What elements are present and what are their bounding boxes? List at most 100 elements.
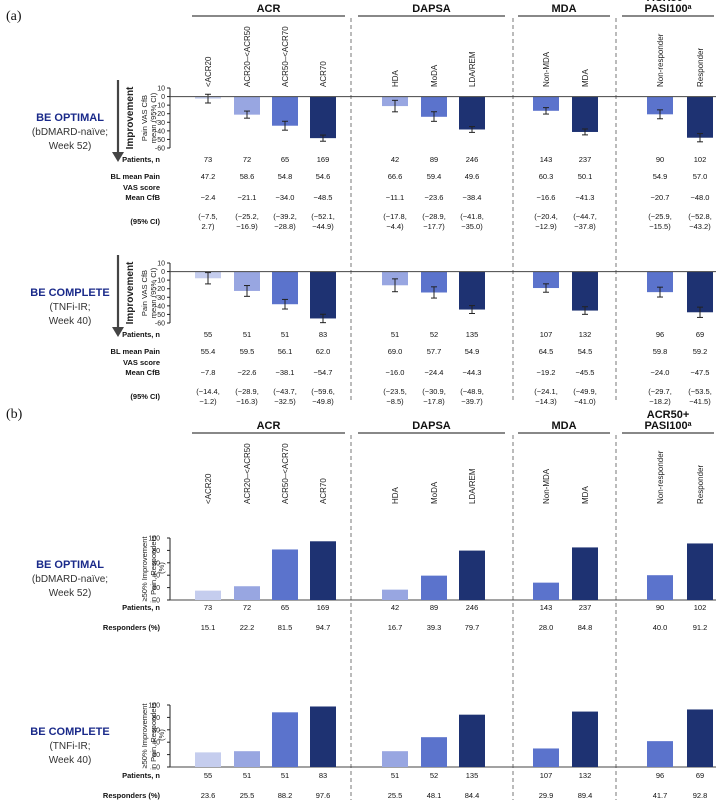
row-label: Patients, n bbox=[122, 603, 160, 612]
table-cell: 91.2 bbox=[693, 623, 708, 632]
category-label-b: MoDA bbox=[430, 481, 439, 504]
study-name: BE COMPLETE bbox=[30, 726, 109, 738]
table-cell: −48.0 bbox=[691, 193, 710, 202]
category-label-a: MDA bbox=[581, 69, 590, 87]
improvement-arrowhead bbox=[112, 152, 124, 162]
table-cell: 89.4 bbox=[578, 791, 593, 800]
bar bbox=[272, 549, 298, 600]
y-tick-label: -30 bbox=[155, 120, 165, 127]
bar bbox=[687, 271, 713, 313]
table-cell: 143 bbox=[540, 155, 553, 164]
y-axis-title: mean (95% CI) bbox=[149, 92, 158, 143]
table-cell: −32.5) bbox=[274, 397, 296, 406]
table-cell: (−39.2, bbox=[273, 212, 297, 221]
row-label: Mean CfB bbox=[125, 368, 160, 377]
table-cell: 52 bbox=[430, 771, 438, 780]
table-cell: −17.7) bbox=[423, 222, 445, 231]
bar bbox=[533, 271, 559, 289]
table-cell: −19.2 bbox=[537, 368, 556, 377]
y-axis-title: in Pain, Responders bbox=[149, 535, 158, 603]
table-cell: 69.0 bbox=[388, 347, 403, 356]
y-axis-title: (%) bbox=[157, 729, 166, 741]
table-cell: 237 bbox=[579, 155, 592, 164]
table-cell: 47.2 bbox=[201, 172, 216, 181]
table-cell: 51 bbox=[391, 771, 399, 780]
footnote-sup: a bbox=[688, 4, 692, 11]
table-cell: 49.6 bbox=[465, 172, 480, 181]
table-cell: −15.5) bbox=[649, 222, 671, 231]
bar bbox=[647, 575, 673, 600]
table-cell: −16.6 bbox=[537, 193, 556, 202]
table-cell: 64.5 bbox=[539, 347, 554, 356]
table-cell: 92.8 bbox=[693, 791, 708, 800]
bar bbox=[687, 543, 713, 600]
table-cell: −21.1 bbox=[238, 193, 257, 202]
category-label-a: Non-MDA bbox=[542, 51, 551, 87]
table-cell: 59.4 bbox=[427, 172, 442, 181]
table-cell: (−52.1, bbox=[311, 212, 335, 221]
y-tick-label: 80 bbox=[152, 715, 160, 722]
table-cell: 69 bbox=[696, 771, 704, 780]
table-cell: 88.2 bbox=[278, 791, 293, 800]
table-cell: 135 bbox=[466, 771, 479, 780]
table-cell: (−28.9, bbox=[422, 212, 446, 221]
bar bbox=[459, 714, 485, 767]
improvement-arrowhead bbox=[112, 327, 124, 337]
bar bbox=[533, 748, 559, 767]
chart-layer: ACRDAPSAMDAACR50+PASI100a<ACR20ACR20–<AC… bbox=[30, 0, 716, 800]
category-label-b: LDA/REM bbox=[468, 468, 477, 504]
table-cell: −43.2) bbox=[689, 222, 711, 231]
table-cell: 55 bbox=[204, 771, 212, 780]
table-cell: 89 bbox=[430, 603, 438, 612]
table-cell: −38.4 bbox=[463, 193, 482, 202]
bar bbox=[234, 586, 260, 600]
category-label-b: Non-MDA bbox=[542, 468, 551, 504]
study-name: BE OPTIMAL bbox=[36, 559, 104, 571]
table-cell: −16.3) bbox=[236, 397, 258, 406]
table-cell: (−25.9, bbox=[648, 212, 672, 221]
category-label-a: LDA/REM bbox=[468, 51, 477, 87]
table-cell: 51 bbox=[391, 330, 399, 339]
category-label-a: Non-responder bbox=[656, 33, 665, 87]
table-cell: 135 bbox=[466, 330, 479, 339]
table-cell: −44.9) bbox=[312, 222, 334, 231]
table-cell: 102 bbox=[694, 155, 707, 164]
table-cell: 28.0 bbox=[539, 623, 554, 632]
bar bbox=[647, 741, 673, 767]
bar bbox=[234, 271, 260, 291]
category-label-a: MoDA bbox=[430, 64, 439, 87]
table-cell: 15.1 bbox=[201, 623, 216, 632]
group-header-1: DAPSA bbox=[412, 420, 451, 432]
table-cell: 73 bbox=[204, 155, 212, 164]
table-cell: (−44.7, bbox=[573, 212, 597, 221]
table-cell: (−7.5, bbox=[198, 212, 217, 221]
study-subtitle: (bDMARD-naïve; bbox=[32, 574, 108, 585]
y-tick-label: 0 bbox=[161, 269, 165, 276]
table-cell: (−28.9, bbox=[235, 387, 259, 396]
category-label-a: ACR70 bbox=[319, 61, 328, 87]
table-cell: 81.5 bbox=[278, 623, 293, 632]
study-name: BE COMPLETE bbox=[30, 287, 109, 299]
table-cell: 69 bbox=[696, 330, 704, 339]
table-cell: 57.0 bbox=[693, 172, 708, 181]
row-label: Mean CfB bbox=[125, 193, 160, 202]
table-cell: 62.0 bbox=[316, 347, 331, 356]
row-label: VAS score bbox=[123, 358, 160, 367]
table-cell: 54.9 bbox=[653, 172, 668, 181]
bar bbox=[421, 575, 447, 600]
table-cell: −24.4 bbox=[425, 368, 444, 377]
study-subtitle: Week 40) bbox=[49, 755, 92, 766]
group-header-2: MDA bbox=[551, 420, 576, 432]
table-cell: −8.5) bbox=[386, 397, 404, 406]
bar bbox=[647, 271, 673, 293]
category-label-b: Non-responder bbox=[656, 450, 665, 504]
study-subtitle: (bDMARD-naïve; bbox=[32, 127, 108, 138]
table-cell: (−43.7, bbox=[273, 387, 297, 396]
table-cell: 107 bbox=[540, 330, 553, 339]
row-label: VAS score bbox=[123, 183, 160, 192]
table-cell: −41.5) bbox=[689, 397, 711, 406]
table-cell: 89 bbox=[430, 155, 438, 164]
group-header-2: MDA bbox=[551, 3, 576, 15]
y-tick-label: -40 bbox=[155, 303, 165, 310]
